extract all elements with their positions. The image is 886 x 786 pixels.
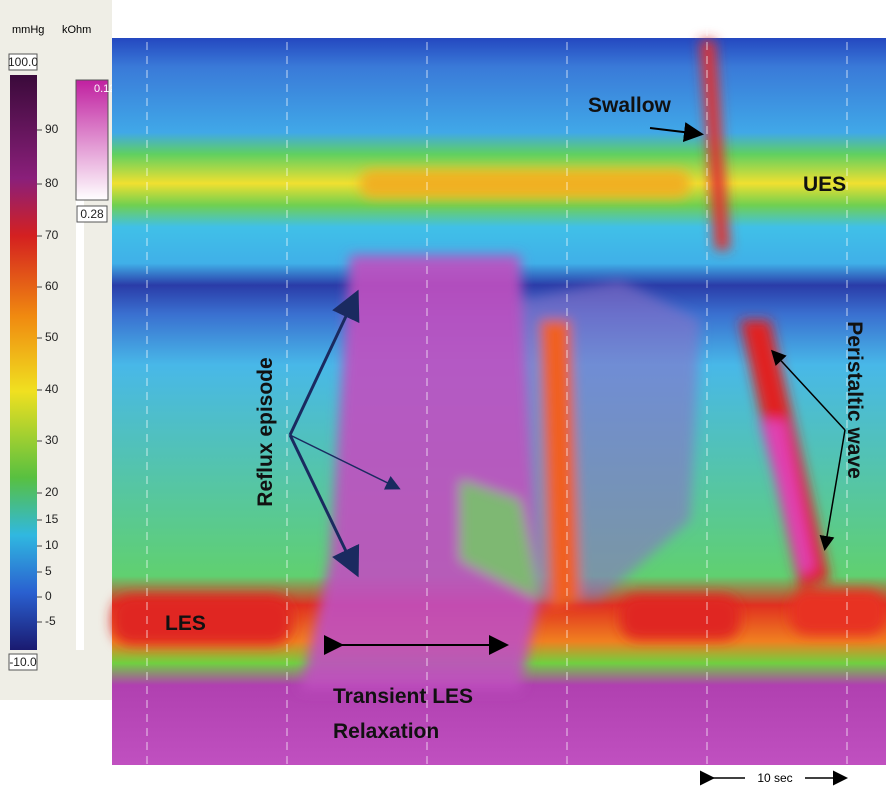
page: {"scale":{"units":["mmHg","kOhm"],"max":… <box>0 0 886 786</box>
tick-label: 15 <box>45 512 59 526</box>
color-bar <box>10 75 37 650</box>
impedance-gradient <box>76 80 108 200</box>
max-label: 100.0 <box>8 55 38 69</box>
tick-label: 50 <box>45 330 59 344</box>
unit-label: kOhm <box>62 24 91 36</box>
annotation: Transient LES <box>333 685 473 708</box>
time-scale: 10 sec <box>757 771 792 785</box>
annotation: Peristaltic wave <box>843 321 866 479</box>
annotation: Relaxation <box>333 720 439 743</box>
tick-label: 20 <box>45 485 59 499</box>
tick-label: 30 <box>45 433 59 447</box>
annotation: LES <box>165 612 206 635</box>
annotation: Swallow <box>588 94 672 117</box>
tick-label: -5 <box>45 614 56 628</box>
tick-label: 60 <box>45 279 59 293</box>
tick-label: 10 <box>45 538 59 552</box>
tick-label: 40 <box>45 382 59 396</box>
annotation: UES <box>803 173 846 196</box>
tick-label: 0 <box>45 589 52 603</box>
annotation: Reflux episode <box>254 357 277 506</box>
tick-label: 90 <box>45 122 59 136</box>
tick-label: 70 <box>45 228 59 242</box>
tick-label: 5 <box>45 564 52 578</box>
min-label: -10.0 <box>9 655 37 669</box>
tick-label: 80 <box>45 176 59 190</box>
screenshot: mmHg kOhm 100.0 -10.0 0.12 0.28 90807060… <box>0 0 886 786</box>
impedance-label: 0.28 <box>80 207 104 221</box>
unit-label: mmHg <box>12 24 44 36</box>
